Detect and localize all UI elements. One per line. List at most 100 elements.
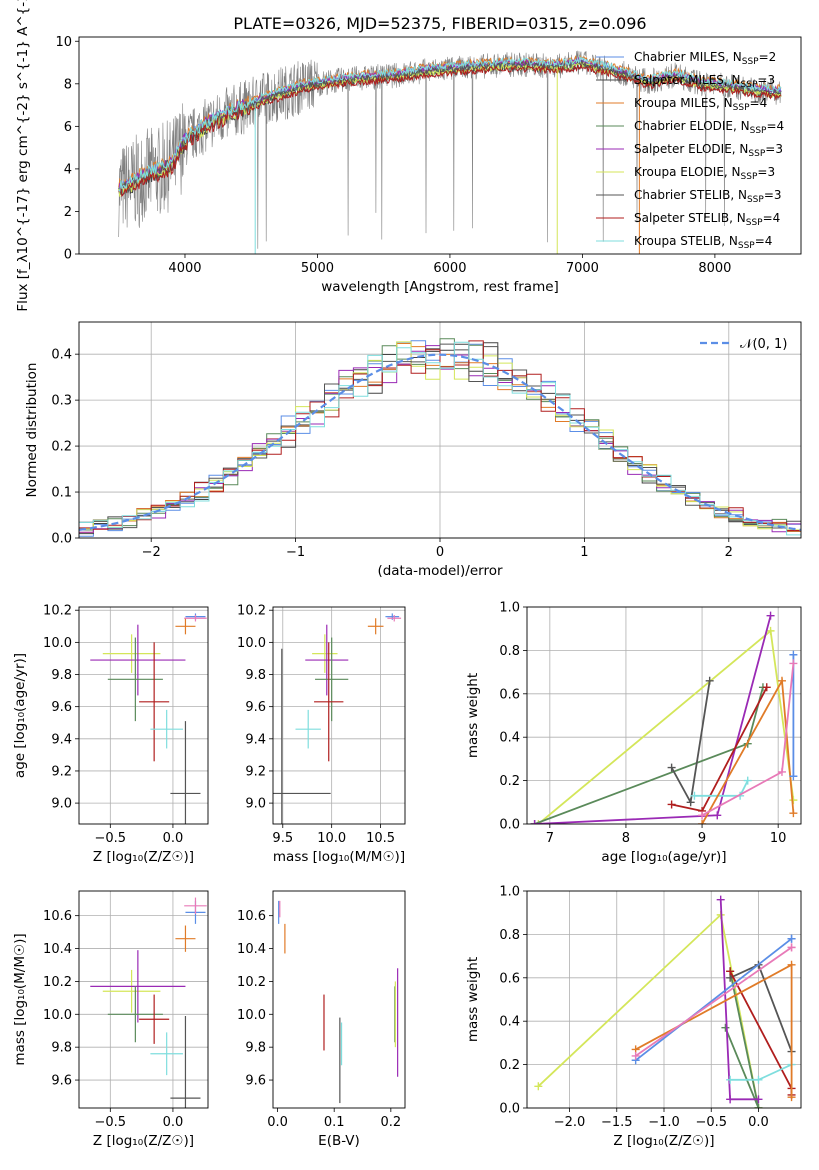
legend-entry: Kroupa ELODIE, NSSP=3 bbox=[634, 165, 775, 182]
plot-frame bbox=[78, 36, 802, 255]
plot-frame bbox=[78, 321, 802, 539]
residual-step-line bbox=[79, 343, 801, 530]
y-axis-label: Normed distribution bbox=[24, 363, 40, 498]
y-tick-label: 10.2 bbox=[237, 604, 266, 619]
y-tick-label: 9.0 bbox=[51, 797, 72, 812]
y-tick-label: 9.8 bbox=[51, 668, 72, 683]
axes-spectrum: 4000 5000 6000 7000 8000 0 2 4 6 8 10 wavelength [A… bbox=[15, 0, 802, 312]
mass-weight-point bbox=[743, 776, 752, 785]
x-tick-label: 1 bbox=[580, 545, 588, 560]
x-tick-label: −1 bbox=[286, 545, 305, 560]
mass-weight-point bbox=[754, 1075, 763, 1084]
mass-weight-point bbox=[631, 1051, 640, 1060]
mass-weight-point bbox=[726, 1075, 735, 1084]
x-tick-label: −0.5 bbox=[95, 831, 127, 846]
mass-weight-point bbox=[787, 960, 796, 969]
axes-mass_vs_Z: −0.5 0.0 9.6 9.8 10.0 10.2 10.4 10.6 Z [log₁₀(Z/… bbox=[12, 890, 209, 1149]
plot-frame bbox=[78, 606, 209, 825]
plot-frame bbox=[272, 606, 406, 825]
residual-step-line bbox=[79, 341, 801, 531]
mass-weight-point bbox=[534, 1082, 543, 1091]
y-tick-label: 4 bbox=[64, 162, 72, 177]
mass-weight-point bbox=[530, 820, 539, 824]
y-tick-label: 0.0 bbox=[499, 818, 520, 833]
y-tick-label: 10.0 bbox=[237, 1008, 266, 1023]
mass-weight-line bbox=[729, 970, 793, 1095]
y-tick-label: 2 bbox=[64, 205, 72, 220]
mass-weight-point bbox=[789, 659, 798, 668]
y-tick-label: 0.6 bbox=[499, 971, 520, 986]
axes-mass_vs_EBV: 0.0 0.1 0.2 9.6 9.8 10.0 10.2 10.4 10.6 E(B-V) bbox=[237, 890, 406, 1149]
x-tick-label: 0.2 bbox=[380, 1115, 401, 1130]
x-tick-label: 10.0 bbox=[317, 831, 346, 846]
mass-weight-point bbox=[754, 1104, 763, 1108]
x-tick-label: 0.0 bbox=[267, 1115, 288, 1130]
x-axis-label: E(B-V) bbox=[318, 1133, 360, 1149]
y-tick-label: 0.1 bbox=[51, 486, 72, 501]
model-spectrum-line bbox=[118, 54, 782, 192]
axes-mass_weight_vs_age: 7 8 9 10 0.0 0.2 0.4 0.6 0.8 1.0 age [log₁₀(age/yr… bbox=[465, 601, 802, 865]
mass-weight-point bbox=[667, 800, 676, 809]
plot-frame bbox=[526, 606, 802, 825]
y-tick-label: 0.6 bbox=[499, 687, 520, 702]
y-tick-label: 1.0 bbox=[499, 885, 520, 900]
y-tick-label: 0.2 bbox=[499, 1058, 520, 1073]
mass-weight-point bbox=[698, 820, 707, 824]
y-tick-label: 9.4 bbox=[51, 732, 72, 747]
mass-weight-point bbox=[766, 626, 775, 635]
x-tick-label: 10 bbox=[770, 831, 787, 846]
y-tick-label: 10.0 bbox=[43, 636, 72, 651]
mass-weight-point bbox=[726, 967, 735, 976]
x-axis-label: Z [log₁₀(Z/Z☉)] bbox=[613, 1133, 714, 1149]
x-axis-label: Z [log₁₀(Z/Z☉)] bbox=[93, 849, 194, 865]
mass-weight-point bbox=[766, 611, 775, 620]
mass-weight-point bbox=[777, 767, 786, 776]
mass-weight-point bbox=[787, 1093, 796, 1102]
mass-weight-point bbox=[787, 943, 796, 952]
legend-entry: Salpeter ELODIE, NSSP=3 bbox=[634, 142, 783, 159]
x-axis-label: (data-model)/error bbox=[377, 563, 503, 579]
x-tick-label: −2.0 bbox=[554, 1115, 586, 1130]
axes-mass_weight_vs_Z: −2.0 −1.5 −1.0 −0.5 0.0 0.0 0.2 0.4 0.6 0.8 1.0 Z [… bbox=[465, 885, 802, 1149]
mass-weight-point bbox=[754, 1095, 763, 1104]
axes-age_vs_mass: 9.5 10.0 10.5 9.0 9.2 9.4 9.6 9.8 10.0 10.2 mass [… bbox=[237, 604, 406, 865]
y-tick-label: 0 bbox=[64, 248, 72, 263]
y-tick-label: 8 bbox=[64, 77, 72, 92]
y-tick-label: 9.6 bbox=[245, 700, 266, 715]
legend-entry: Salpeter STELIB, NSSP=4 bbox=[634, 211, 780, 228]
y-tick-label: 9.8 bbox=[245, 1041, 266, 1056]
y-tick-label: 0.3 bbox=[51, 394, 72, 409]
x-tick-label: 8 bbox=[622, 831, 630, 846]
y-tick-label: 10.6 bbox=[237, 909, 266, 924]
y-tick-label: 10.6 bbox=[43, 909, 72, 924]
y-tick-label: 10.2 bbox=[43, 975, 72, 990]
y-tick-label: 9.4 bbox=[245, 732, 266, 747]
y-tick-label: 0.4 bbox=[499, 731, 520, 746]
mass-weight-point bbox=[686, 798, 695, 807]
x-axis-label: age [log₁₀(age/yr)] bbox=[601, 849, 726, 865]
mass-weight-point bbox=[762, 683, 771, 692]
mass-weight-line bbox=[635, 937, 793, 1062]
legend-entry: Chabrier ELODIE, NSSP=4 bbox=[634, 119, 784, 136]
mass-weight-point bbox=[787, 934, 796, 943]
x-tick-label: 0.1 bbox=[324, 1115, 345, 1130]
y-tick-label: 9.8 bbox=[245, 668, 266, 683]
mass-weight-point bbox=[789, 772, 798, 781]
x-tick-label: 0.0 bbox=[163, 1115, 184, 1130]
y-tick-label: 0.4 bbox=[499, 1015, 520, 1030]
y-tick-label: 10 bbox=[55, 35, 72, 50]
mass-weight-line bbox=[670, 680, 711, 806]
legend-entry: Kroupa STELIB, NSSP=4 bbox=[634, 234, 772, 251]
y-tick-label: 0.8 bbox=[499, 644, 520, 659]
legend-entry: Chabrier MILES, NSSP=2 bbox=[634, 50, 776, 67]
x-tick-label: −1.0 bbox=[648, 1115, 680, 1130]
x-tick-label: −1.5 bbox=[601, 1115, 633, 1130]
plot-frame bbox=[78, 890, 209, 1109]
y-tick-label: 10.0 bbox=[43, 1008, 72, 1023]
mass-weight-point bbox=[777, 676, 786, 685]
x-tick-label: 4000 bbox=[168, 261, 201, 276]
x-tick-label: 0 bbox=[436, 545, 444, 560]
x-tick-label: 6000 bbox=[433, 261, 466, 276]
mass-weight-line bbox=[635, 963, 793, 1098]
